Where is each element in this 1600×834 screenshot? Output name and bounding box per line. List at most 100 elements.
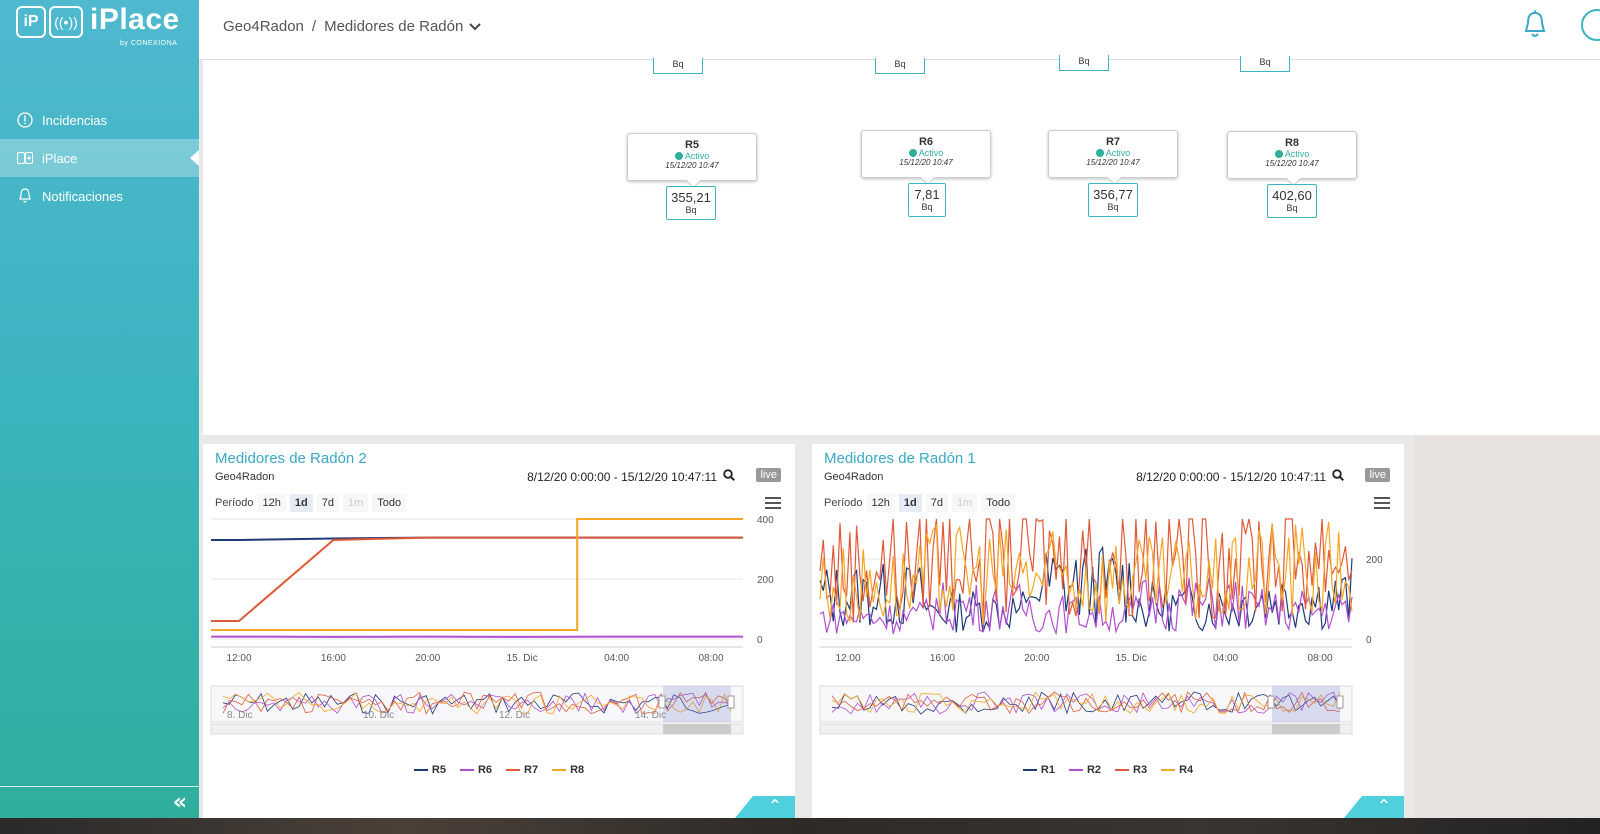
period-7d-button[interactable]: 7d	[316, 494, 339, 512]
period-7d-button[interactable]: 7d	[925, 494, 948, 512]
sensor-tag-r5[interactable]: R5 Activo 15/12/20 10:47	[627, 133, 757, 181]
sensor-value-r7[interactable]: 356,77 Bq	[1088, 183, 1138, 217]
navigator-selection[interactable]	[1272, 686, 1340, 722]
chevron-up-icon: ^	[1378, 798, 1390, 813]
live-badge[interactable]: live	[1365, 468, 1390, 482]
chart-legend: R5 R6 R7 R8	[203, 764, 795, 776]
legend-item-r8[interactable]: R8	[552, 764, 584, 776]
legend-item-r6[interactable]: R6	[459, 764, 492, 776]
sensor-tag-r8[interactable]: R8 Activo 15/12/20 10:47	[1227, 131, 1357, 179]
period-12h-button[interactable]: 12h	[866, 494, 895, 512]
chart-panel-radon-2: Medidores de Radón 2 Geo4Radon 8/12/20 0…	[203, 444, 795, 818]
logo-ip-mark: iP	[16, 6, 46, 38]
legend-swatch	[1115, 769, 1129, 771]
navigator-selection[interactable]	[663, 686, 731, 722]
sensor-value-r8[interactable]: 402,60 Bq	[1267, 184, 1317, 218]
sensor-status: Activo	[1228, 149, 1356, 159]
desktop-background	[0, 818, 1600, 834]
period-12h-button[interactable]: 12h	[257, 494, 286, 512]
live-badge[interactable]: live	[756, 468, 781, 482]
navigator-scrollbar[interactable]	[210, 723, 744, 735]
sensor-status: Activo	[628, 151, 756, 161]
x-tick-label: 12:00	[835, 653, 860, 664]
scrollbar-thumb[interactable]	[1272, 724, 1340, 734]
sensor-timestamp: 15/12/20 10:47	[1265, 159, 1319, 168]
sensor-value: 402,60	[1272, 188, 1312, 203]
navigator-series	[831, 691, 1341, 715]
period-1m-button[interactable]: 1m	[951, 494, 978, 512]
legend-item-r2[interactable]: R2	[1068, 764, 1101, 776]
sensor-map: Bq Bq Bq Bq R5 Activo 15/12/20 10:47 355…	[203, 55, 1600, 435]
sidebar-item-notificaciones[interactable]: Notificaciones	[0, 177, 199, 215]
navigator-scrollbar[interactable]	[819, 723, 1353, 735]
sensor-value: 356,77	[1093, 187, 1133, 202]
sidebar-item-label: Incidencias	[42, 112, 108, 128]
scrollbar-thumb[interactable]	[663, 724, 731, 734]
sidebar-item-label: Notificaciones	[42, 188, 123, 204]
chevron-down-icon[interactable]	[469, 18, 482, 35]
hamburger-menu-icon[interactable]	[1374, 496, 1390, 510]
period-todo-button[interactable]: Todo	[372, 494, 407, 512]
sidebar-item-label: iPlace	[42, 150, 78, 166]
logo-text: iPlace	[90, 3, 180, 36]
legend-item-r5[interactable]: R5	[413, 764, 446, 776]
legend-item-r3[interactable]: R3	[1115, 764, 1147, 776]
date-range[interactable]: 8/12/20 0:00:00 - 15/12/20 10:47:11	[527, 469, 736, 484]
status-dot-icon	[908, 149, 917, 157]
period-todo-button[interactable]: Todo	[981, 494, 1016, 512]
sensor-status-label: Activo	[1284, 149, 1310, 159]
top-header: Geo4Radon / Medidores de Radón	[199, 0, 1600, 60]
line-chart[interactable]: 200 0 12:00 16:00 20:00 15. Dic 04:00 08:00	[812, 514, 1404, 764]
navigator-right-handle[interactable]	[1336, 695, 1344, 709]
search-icon[interactable]	[723, 469, 736, 484]
sensor-tag-r6[interactable]: R6 Activo 15/12/20 10:47	[861, 130, 991, 178]
panel-title: Medidores de Radón 1	[824, 450, 976, 467]
sensor-name: R5	[684, 139, 700, 151]
period-1d-button[interactable]: 1d	[289, 494, 313, 512]
period-1m-button[interactable]: 1m	[342, 494, 369, 512]
period-1d-button[interactable]: 1d	[898, 494, 922, 512]
status-dot-icon	[1274, 150, 1283, 158]
navigator-series	[831, 691, 1341, 714]
sensor-value-r6[interactable]: 7,81 Bq	[908, 183, 946, 217]
sensor-name: R8	[1284, 137, 1300, 149]
user-avatar-icon[interactable]	[1581, 9, 1600, 41]
breadcrumb-current[interactable]: Medidores de Radón	[324, 18, 464, 35]
hamburger-menu-icon[interactable]	[765, 496, 781, 510]
legend-item-r4[interactable]: R4	[1161, 764, 1193, 776]
legend-item-r1[interactable]: R1	[1022, 764, 1055, 776]
series-line-r4[interactable]	[819, 521, 1353, 625]
sidebar-item-iplace[interactable]: iPlace	[0, 139, 199, 177]
navigator-left-handle[interactable]	[1267, 695, 1275, 709]
navigator-label: 10. Dic	[363, 710, 394, 721]
sensor-value-r5[interactable]: 355,21 Bq	[666, 186, 716, 220]
navigator-right-handle[interactable]	[727, 695, 735, 709]
collapse-panel-button[interactable]: ^	[1344, 796, 1404, 818]
collapse-sidebar-button[interactable]: «	[172, 790, 187, 815]
period-label: Período	[824, 497, 863, 509]
notifications-bell-icon[interactable]	[1521, 10, 1549, 40]
navigator-label: 12. Dic	[499, 710, 530, 721]
series-line-r1[interactable]	[819, 545, 1353, 633]
sidebar-item-incidencias[interactable]: Incidencias	[0, 101, 199, 139]
series-line-r2[interactable]	[819, 577, 1353, 636]
series-line-r8[interactable]	[211, 518, 743, 631]
legend-label: R5	[431, 764, 446, 776]
line-chart[interactable]: 400 200 0 12:00 16:00 20:00 15. Dic 04:00 08:00 8…	[203, 514, 795, 764]
date-range-text: 8/12/20 0:00:00 - 15/12/20 10:47:11	[527, 469, 717, 484]
legend-label: R6	[477, 764, 492, 776]
navigator-left-handle[interactable]	[658, 695, 666, 709]
bell-icon	[16, 187, 34, 205]
series-line-r7[interactable]	[211, 536, 743, 622]
search-icon[interactable]	[1332, 469, 1345, 484]
app-logo[interactable]: iP ((•)) iPlace by CONEXIONA	[16, 3, 181, 50]
breadcrumb-separator: /	[311, 18, 317, 35]
sensor-tag-r7[interactable]: R7 Activo 15/12/20 10:47	[1048, 130, 1178, 178]
sensor-value: 7,81	[914, 187, 940, 202]
legend-item-r7[interactable]: R7	[506, 764, 538, 776]
legend-label: R3	[1133, 764, 1148, 776]
collapse-panel-button[interactable]: ^	[735, 796, 795, 818]
date-range[interactable]: 8/12/20 0:00:00 - 15/12/20 10:47:11	[1136, 469, 1345, 484]
breadcrumb-root[interactable]: Geo4Radon	[223, 18, 304, 35]
navigator-label: 8. Dic	[227, 710, 253, 721]
